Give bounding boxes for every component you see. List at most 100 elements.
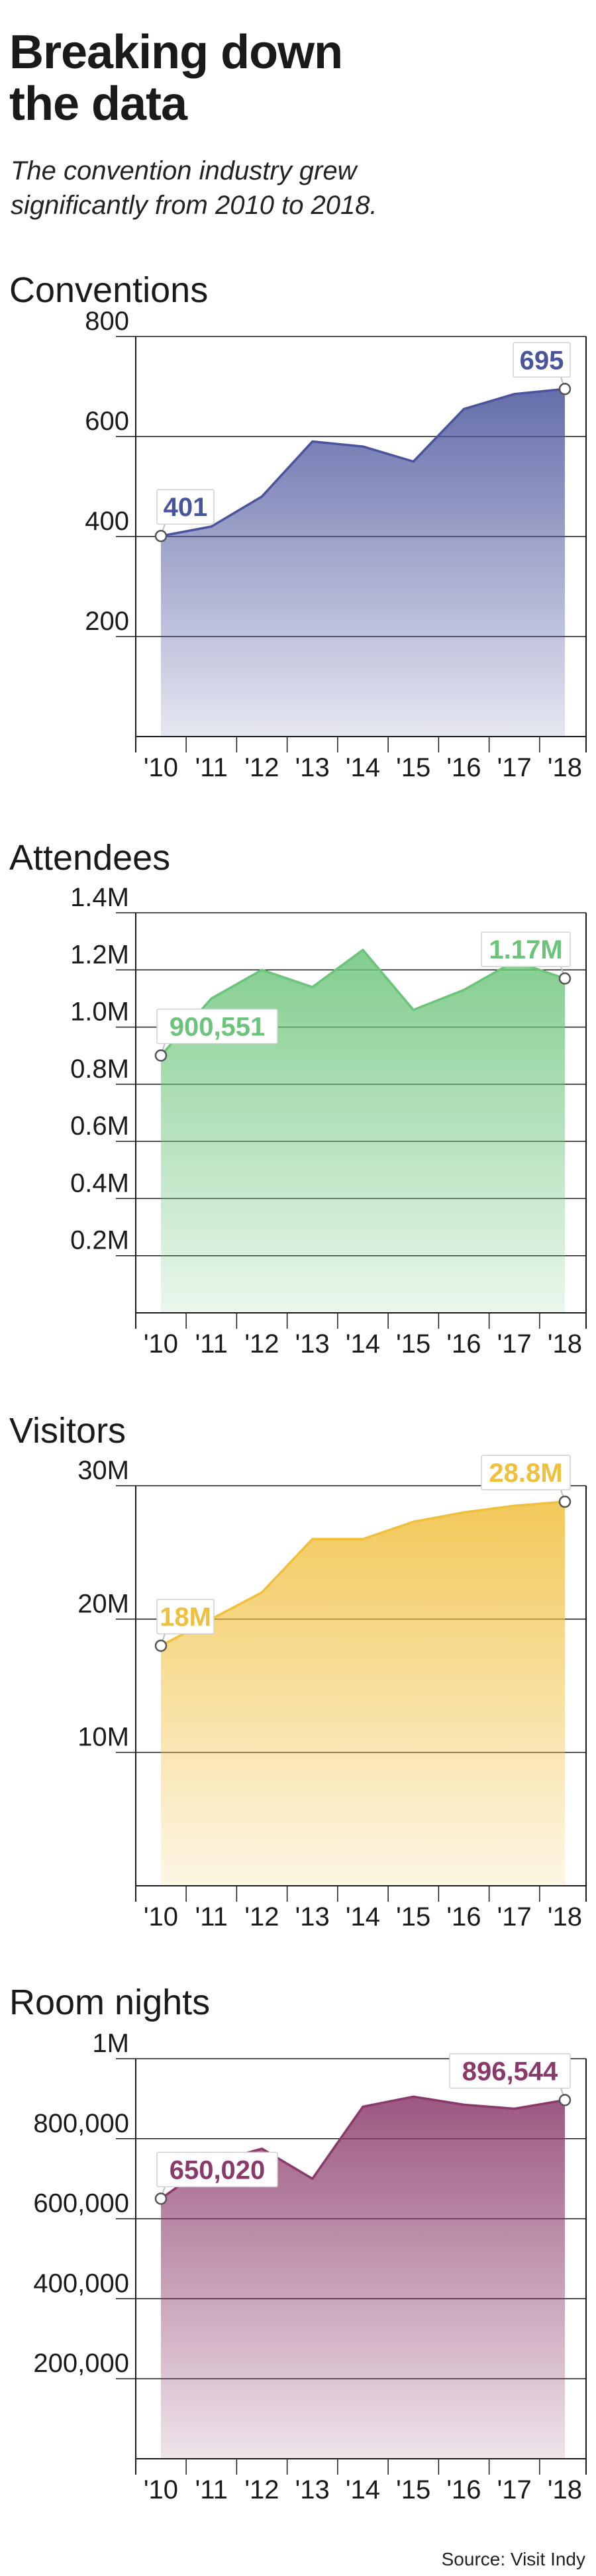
room-nights-annotation-box-0 bbox=[156, 2151, 278, 2188]
conventions-point-2 bbox=[261, 495, 264, 498]
attendees-xtick-label-4: '14 bbox=[346, 1329, 380, 1359]
attendees-ytick-label-6: 1.4M bbox=[70, 883, 129, 912]
visitors-annotation-label-1: 28.8M bbox=[489, 1459, 562, 1488]
room-nights-point-6 bbox=[463, 2103, 466, 2106]
visitors-point-6 bbox=[463, 1511, 466, 1514]
room-nights-xtick-label-3: '13 bbox=[295, 2475, 330, 2504]
conventions-annotation-label-1: 695 bbox=[520, 346, 564, 375]
visitors-xtick-label-7: '17 bbox=[497, 1902, 532, 1932]
conventions-xtick-label-6: '16 bbox=[446, 753, 481, 782]
attendees-xtick-label-6: '16 bbox=[446, 1329, 481, 1359]
room-nights-annotation-label-1: 896,544 bbox=[462, 2057, 558, 2086]
conventions-point-4 bbox=[362, 445, 364, 448]
visitors-annotation-marker-1 bbox=[558, 1495, 571, 1508]
visitors-ytick-label-2: 30M bbox=[77, 1456, 129, 1485]
attendees-ytick-label-5: 1.2M bbox=[70, 940, 129, 969]
attendees-xtick-label-3: '13 bbox=[295, 1329, 330, 1359]
attendees-point-6 bbox=[463, 988, 466, 991]
room-nights-xtick-label-7: '17 bbox=[497, 2475, 532, 2504]
room-nights-xtick-label-0: '10 bbox=[144, 2475, 178, 2504]
attendees-ytick-label-1: 0.4M bbox=[70, 1168, 129, 1198]
attendees-annotation-box-0 bbox=[156, 1008, 278, 1045]
room-nights-ytick-label-3: 800,000 bbox=[33, 2109, 129, 2138]
attendees-series-line bbox=[160, 949, 566, 1056]
conventions-xtick-label-7: '17 bbox=[497, 753, 532, 782]
attendees-ytick-label-2: 0.6M bbox=[70, 1111, 129, 1141]
attendees-point-2 bbox=[261, 968, 264, 971]
room-nights-annotation-marker-0 bbox=[154, 2192, 168, 2205]
attendees-ytick-label-0: 0.2M bbox=[70, 1226, 129, 1255]
chart-title-visitors: Visitors bbox=[9, 1411, 126, 1451]
visitors-point-4 bbox=[362, 1538, 364, 1541]
room-nights-annotation-marker-1 bbox=[558, 2094, 571, 2106]
visitors-annotation-box-1 bbox=[481, 1455, 571, 1490]
room-nights-annotation-box-1 bbox=[449, 2053, 571, 2089]
conventions-series-line bbox=[160, 387, 566, 537]
attendees-xtick-label-8: '18 bbox=[548, 1329, 582, 1359]
conventions-point-5 bbox=[412, 460, 415, 463]
chart-visitors-plot: 10M 20M 30M '10 '11 '12 '13 '14 '15 '16 '17 '18 18M 2… bbox=[77, 1455, 587, 1932]
source-note: Source: Visit Indy bbox=[441, 2549, 585, 2569]
conventions-point-6 bbox=[463, 407, 466, 410]
room-nights-ytick-label-1: 400,000 bbox=[33, 2269, 129, 2298]
visitors-point-7 bbox=[513, 1504, 516, 1507]
chart-room-nights-plot: 200,000 400,000 600,000 800,000 1M '10 '11 '12 '… bbox=[33, 2029, 587, 2504]
conventions-xtick-label-0: '10 bbox=[144, 753, 178, 782]
attendees-xtick-label-1: '11 bbox=[195, 1329, 228, 1359]
attendees-point-4 bbox=[362, 949, 364, 951]
room-nights-ytick-label-0: 200,000 bbox=[33, 2349, 129, 2378]
room-nights-point-3 bbox=[311, 2177, 314, 2180]
page-title: Breaking down the data bbox=[9, 26, 343, 130]
chart-title-attendees: Attendees bbox=[9, 838, 171, 878]
conventions-xtick-label-5: '15 bbox=[396, 753, 430, 782]
visitors-point-5 bbox=[412, 1520, 415, 1523]
visitors-point-3 bbox=[311, 1538, 314, 1541]
room-nights-ytick-label-2: 600,000 bbox=[33, 2189, 129, 2218]
chart-conventions-plot: 200 400 600 800 '10 '11 '12 '13 '14 '15 '16 '17 '18 4… bbox=[85, 307, 587, 782]
conventions-point-3 bbox=[311, 440, 314, 443]
conventions-annotation-box-0 bbox=[156, 489, 215, 525]
conventions-ytick-label-0: 200 bbox=[85, 607, 129, 636]
page-subtitle: The convention industry grew significant… bbox=[11, 154, 377, 223]
subtitle-line-1: The convention industry grew bbox=[11, 156, 357, 185]
room-nights-xtick-label-2: '12 bbox=[244, 2475, 279, 2504]
room-nights-ytick-label-4: 1M bbox=[92, 2029, 129, 2058]
attendees-annotation-box-1 bbox=[481, 931, 571, 967]
visitors-xtick-label-3: '13 bbox=[295, 1902, 330, 1932]
visitors-ytick-label-1: 20M bbox=[77, 1589, 129, 1618]
conventions-xtick-label-3: '13 bbox=[295, 753, 330, 782]
conventions-point-1 bbox=[210, 525, 213, 528]
room-nights-point-4 bbox=[362, 2105, 364, 2108]
conventions-point-7 bbox=[513, 393, 516, 395]
chart-title-conventions: Conventions bbox=[9, 270, 209, 310]
conventions-ytick-label-1: 400 bbox=[85, 507, 129, 536]
attendees-xtick-label-7: '17 bbox=[497, 1329, 532, 1359]
visitors-xtick-label-6: '16 bbox=[446, 1902, 481, 1932]
conventions-annotation-marker-0 bbox=[154, 529, 168, 542]
conventions-ytick-label-3: 800 bbox=[85, 307, 129, 336]
attendees-area bbox=[161, 950, 565, 1313]
room-nights-point-7 bbox=[513, 2108, 516, 2110]
visitors-series-line bbox=[160, 1500, 566, 1647]
visitors-xtick-label-1: '11 bbox=[195, 1902, 228, 1932]
conventions-annotation-marker-1 bbox=[558, 383, 571, 395]
attendees-point-5 bbox=[412, 1009, 415, 1011]
attendees-annotation-marker-1 bbox=[558, 972, 571, 985]
conventions-xtick-label-8: '18 bbox=[548, 753, 582, 782]
visitors-xtick-label-8: '18 bbox=[548, 1902, 582, 1932]
room-nights-xtick-label-5: '15 bbox=[396, 2475, 430, 2504]
title-line-2: the data bbox=[9, 77, 187, 130]
attendees-annotation-label-0: 900,551 bbox=[170, 1012, 266, 1041]
visitors-annotation-box-0 bbox=[156, 1598, 215, 1635]
room-nights-point-5 bbox=[412, 2095, 415, 2098]
attendees-point-1 bbox=[210, 997, 213, 1000]
attendees-ytick-label-4: 1.0M bbox=[70, 998, 129, 1027]
conventions-annotation-label-0: 401 bbox=[164, 493, 208, 522]
visitors-annotation-marker-0 bbox=[154, 1639, 168, 1652]
visitors-xtick-label-2: '12 bbox=[244, 1902, 279, 1932]
attendees-annotation-marker-0 bbox=[154, 1049, 168, 1062]
room-nights-area bbox=[161, 2096, 565, 2459]
chart-attendees-plot: 0.2M 0.4M 0.6M 0.8M 1.0M 1.2M 1.4M '10 '11 '12 '13… bbox=[70, 883, 587, 1359]
attendees-xtick-label-0: '10 bbox=[144, 1329, 178, 1359]
room-nights-point-2 bbox=[261, 2147, 264, 2150]
